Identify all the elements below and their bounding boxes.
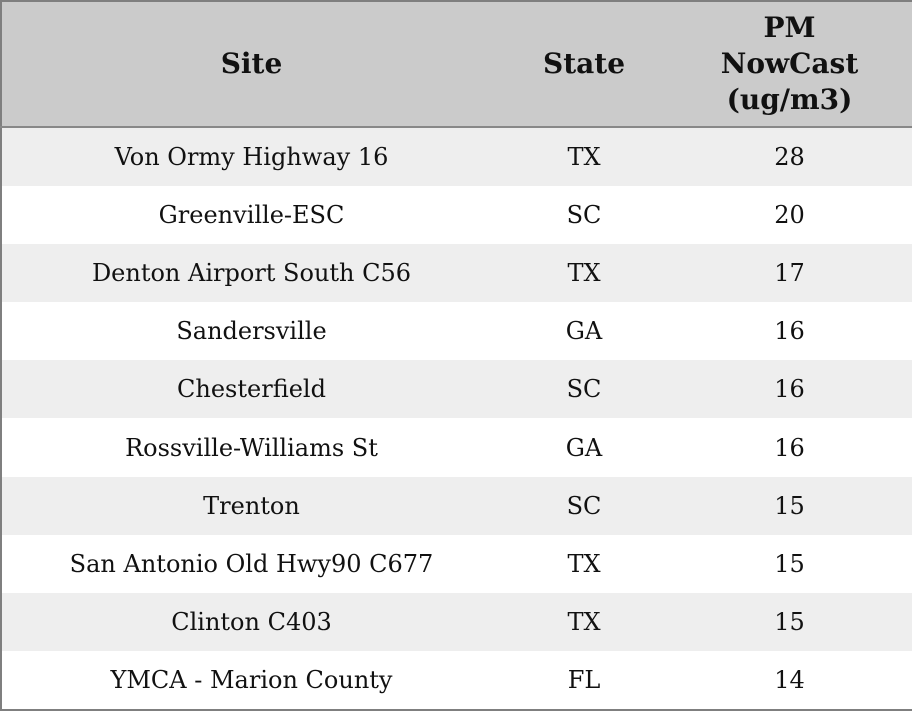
state-cell: TX <box>567 259 601 288</box>
column-header-pm-nowcast: PM NowCast (ug/m3) <box>667 1 912 128</box>
table-row: Von Ormy Highway 16 TX 28 <box>1 127 912 187</box>
site-cell: San Antonio Old Hwy90 C677 <box>69 549 434 578</box>
table-row: Trenton SC 15 <box>1 476 912 535</box>
table-row: Chesterfield SC 16 <box>1 360 912 419</box>
table-body: Von Ormy Highway 16 TX 28 Greenville-ESC… <box>1 127 912 710</box>
table-row: San Antonio Old Hwy90 C677 TX 15 <box>1 534 912 593</box>
pm-cell: 15 <box>774 491 805 520</box>
site-cell: YMCA - Marion County <box>110 665 393 694</box>
table-header: Site State PM NowCast (ug/m3) <box>1 1 912 128</box>
column-header-site: Site <box>1 1 501 128</box>
table-row: Rossville-Williams St GA 16 <box>1 418 912 477</box>
state-cell: GA <box>565 433 603 462</box>
site-cell: Clinton C403 <box>171 607 332 636</box>
state-cell: SC <box>566 491 602 520</box>
table-row: YMCA - Marion County FL 14 <box>1 650 912 710</box>
table-row: Greenville-ESC SC 20 <box>1 186 912 245</box>
site-cell: Von Ormy Highway 16 <box>114 143 389 172</box>
site-cell: Chesterfield <box>177 375 326 404</box>
pm-cell: 15 <box>774 607 805 636</box>
column-header-state: State <box>501 1 667 128</box>
pm-cell: 16 <box>774 375 805 404</box>
header-row: Site State PM NowCast (ug/m3) <box>1 1 912 128</box>
state-cell: SC <box>566 201 602 230</box>
site-cell: Denton Airport South C56 <box>91 259 412 288</box>
pm-cell: 17 <box>774 259 805 288</box>
pm-cell: 16 <box>774 433 805 462</box>
site-cell: Rossville-Williams St <box>125 433 378 462</box>
state-cell: SC <box>566 375 602 404</box>
table-row: Sandersville GA 16 <box>1 302 912 361</box>
table-row: Clinton C403 TX 15 <box>1 592 912 651</box>
state-cell: GA <box>565 317 603 346</box>
pm-cell: 15 <box>774 549 805 578</box>
state-cell: FL <box>567 665 601 694</box>
state-cell: TX <box>567 549 601 578</box>
pm-cell: 16 <box>774 317 805 346</box>
site-cell: Trenton <box>203 491 300 520</box>
pm-cell: 14 <box>774 665 805 694</box>
pm-cell: 20 <box>774 201 805 230</box>
pm-cell: 28 <box>774 143 805 172</box>
table-row: Denton Airport South C56 TX 17 <box>1 244 912 303</box>
site-cell: Sandersville <box>176 317 327 346</box>
state-cell: TX <box>567 143 601 172</box>
state-cell: TX <box>567 607 601 636</box>
site-cell: Greenville-ESC <box>158 201 345 230</box>
